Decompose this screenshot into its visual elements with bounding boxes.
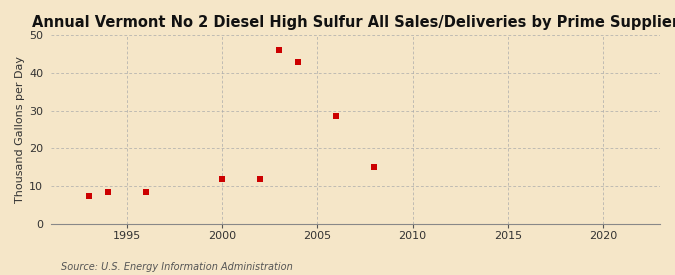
Point [331,114,342,119]
Point [84,193,95,198]
Y-axis label: Thousand Gallons per Day: Thousand Gallons per Day [15,56,25,203]
Point [274,48,285,53]
Point [293,59,304,64]
Title: Annual Vermont No 2 Diesel High Sulfur All Sales/Deliveries by Prime Supplier: Annual Vermont No 2 Diesel High Sulfur A… [32,15,675,30]
Point [255,176,266,181]
Point [217,176,227,181]
Text: Source: U.S. Energy Information Administration: Source: U.S. Energy Information Administ… [61,262,292,272]
Point [103,189,113,194]
Point [140,189,151,194]
Point [369,165,380,169]
